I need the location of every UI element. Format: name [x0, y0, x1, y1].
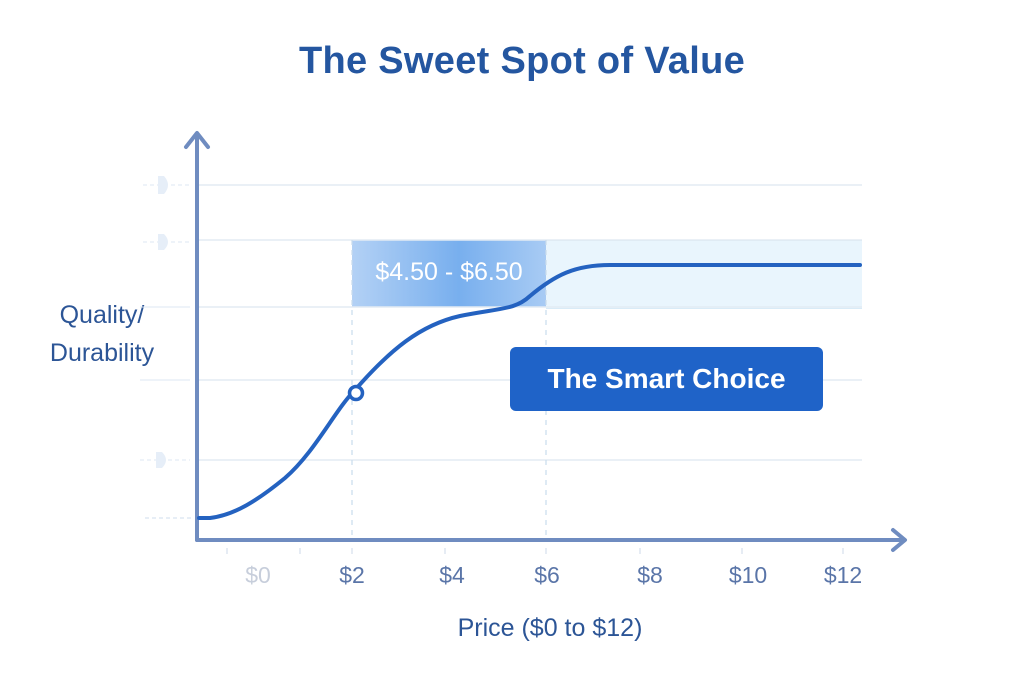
- sweet-spot-band: [352, 240, 546, 307]
- x-tick-label: $10: [728, 562, 768, 588]
- sweet-spot-band-extension: [546, 240, 862, 309]
- x-tick-label: $0: [245, 562, 271, 588]
- sweet-spot-range-label: $4.50 - $6.50: [375, 258, 523, 286]
- x-tick-label: $4: [439, 562, 465, 588]
- y-axis-label: Quality/ Durability: [22, 296, 182, 372]
- y-axis-label-line2: Durability: [49, 339, 155, 367]
- y-axis-label-line1: Quality/: [59, 301, 145, 329]
- x-tick-marks: [226, 548, 844, 554]
- quality-curve: [197, 263, 862, 520]
- x-tick-label: $12: [823, 562, 863, 588]
- x-tick-label: $2: [339, 562, 365, 588]
- x-axis-label: Price ($0 to $12): [457, 614, 643, 642]
- x-tick-label: $6: [534, 562, 560, 588]
- price-marker: [347, 384, 365, 402]
- chart-title: The Sweet Spot of Value: [298, 40, 746, 82]
- axes: [184, 131, 907, 552]
- x-axis-arrow-icon: [891, 528, 907, 552]
- smart-choice-callout: The Smart Choice: [510, 347, 823, 411]
- y-axis-arrow-icon: [184, 131, 210, 149]
- gridlines: [197, 184, 862, 461]
- y-tick-markers: [140, 176, 192, 519]
- x-tick-label: $8: [637, 562, 663, 588]
